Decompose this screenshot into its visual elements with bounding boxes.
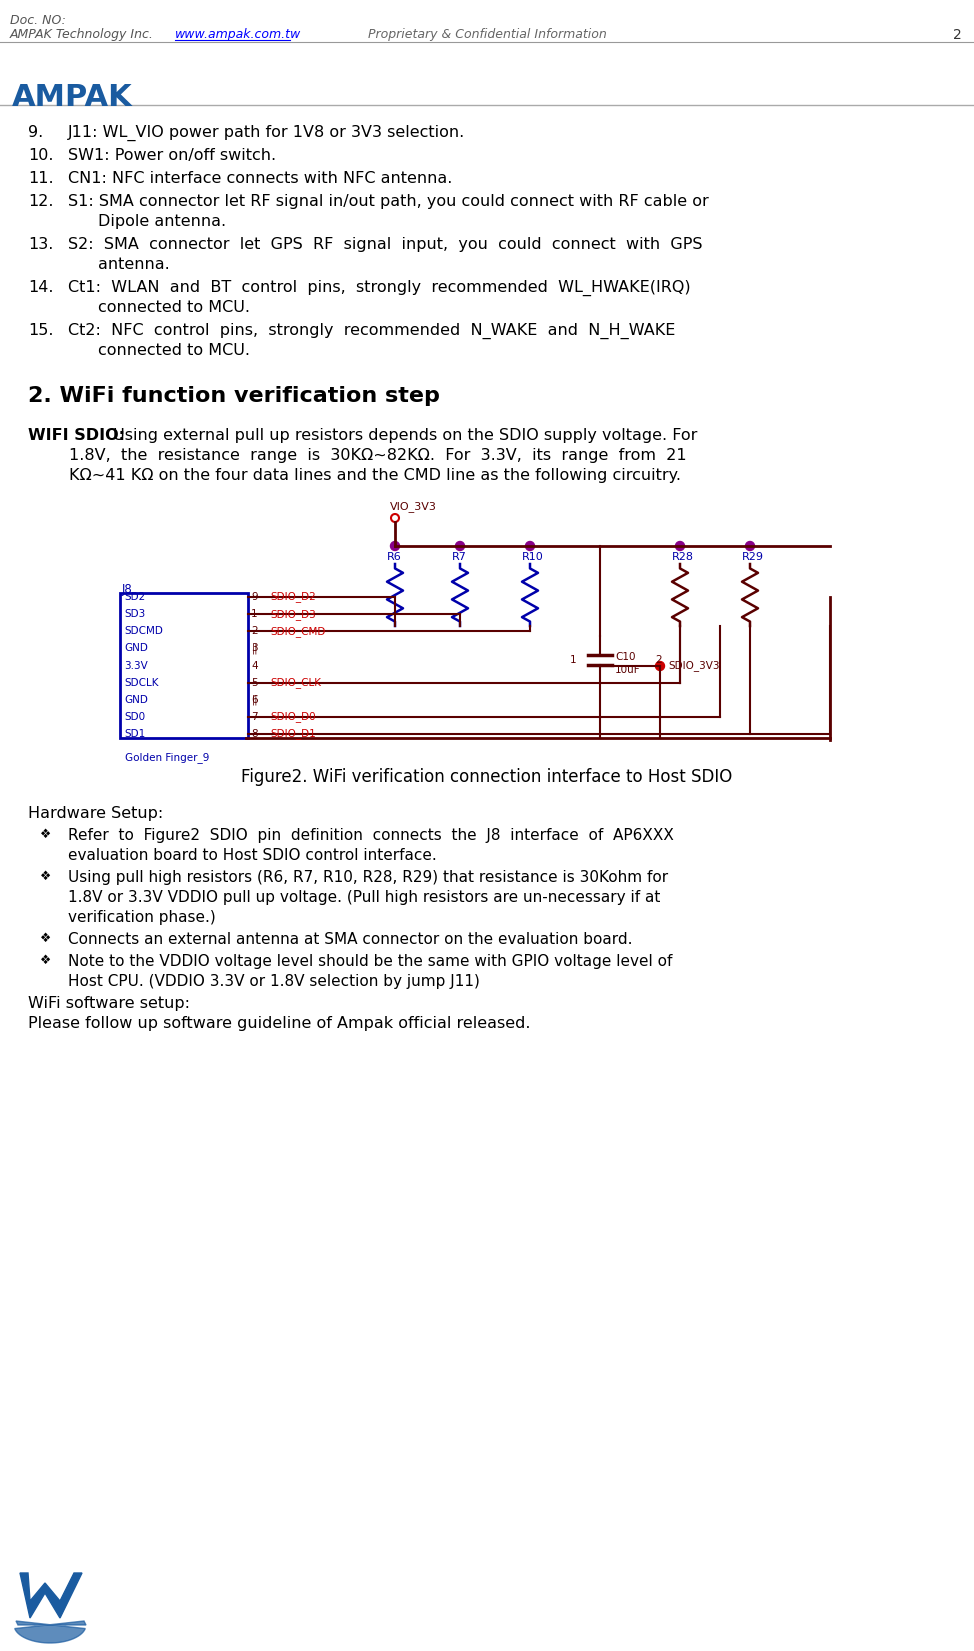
Text: VIO_3V3: VIO_3V3: [390, 500, 437, 512]
Bar: [120, 593, 248, 738]
Text: Ct1:  WLAN  and  BT  control  pins,  strongly  recommended  WL_HWAKE(IRQ): Ct1: WLAN and BT control pins, strongly …: [68, 281, 691, 296]
Text: R29: R29: [742, 551, 764, 561]
Text: J11: WL_VIO power path for 1V8 or 3V3 selection.: J11: WL_VIO power path for 1V8 or 3V3 se…: [68, 125, 466, 142]
Text: J8: J8: [122, 583, 132, 596]
Text: SD0: SD0: [124, 712, 145, 721]
Text: KΩ~41 KΩ on the four data lines and the CMD line as the following circuitry.: KΩ~41 KΩ on the four data lines and the …: [28, 467, 681, 484]
Text: Host CPU. (VDDIO 3.3V or 1.8V selection by jump J11): Host CPU. (VDDIO 3.3V or 1.8V selection …: [68, 974, 480, 989]
Text: SD2: SD2: [124, 593, 145, 603]
Text: ||: ||: [252, 644, 258, 654]
Text: Using external pull up resistors depends on the SDIO supply voltage. For: Using external pull up resistors depends…: [108, 428, 697, 442]
Text: R10: R10: [522, 551, 543, 561]
Text: Note to the VDDIO voltage level should be the same with GPIO voltage level of: Note to the VDDIO voltage level should b…: [68, 954, 672, 969]
Text: connected to MCU.: connected to MCU.: [98, 343, 250, 358]
Text: antenna.: antenna.: [98, 258, 169, 272]
Text: Please follow up software guideline of Ampak official released.: Please follow up software guideline of A…: [28, 1015, 531, 1030]
Text: S2:  SMA  connector  let  GPS  RF  signal  input,  you  could  connect  with  GP: S2: SMA connector let GPS RF signal inpu…: [68, 238, 702, 253]
Text: 7: 7: [251, 712, 258, 721]
Text: SDIO_D0: SDIO_D0: [270, 712, 316, 723]
Text: SDCLK: SDCLK: [124, 677, 159, 687]
Text: SDIO_CLK: SDIO_CLK: [270, 677, 321, 688]
Text: 9: 9: [251, 593, 258, 603]
Text: SD1: SD1: [124, 730, 145, 740]
Text: Proprietary & Confidential Information: Proprietary & Confidential Information: [367, 28, 607, 41]
Text: R6: R6: [387, 551, 401, 561]
Text: Doc. NO:: Doc. NO:: [10, 13, 66, 26]
Text: 3: 3: [251, 644, 258, 654]
Text: 9.: 9.: [28, 125, 43, 140]
Text: ❖: ❖: [40, 870, 52, 883]
Text: AMPAK Technology Inc.: AMPAK Technology Inc.: [10, 28, 154, 41]
Text: 2. WiFi function verification step: 2. WiFi function verification step: [28, 386, 440, 406]
Text: 2: 2: [954, 28, 962, 41]
Text: Using pull high resistors (R6, R7, R10, R28, R29) that resistance is 30Kohm for: Using pull high resistors (R6, R7, R10, …: [68, 870, 668, 885]
Text: ❖: ❖: [40, 954, 52, 967]
Text: ||: ||: [252, 695, 258, 705]
Text: 10.: 10.: [28, 149, 54, 163]
Text: 15.: 15.: [28, 324, 54, 338]
Text: WIFI SDIO:: WIFI SDIO:: [28, 428, 125, 442]
Text: SDIO_D3: SDIO_D3: [270, 609, 316, 619]
Text: Refer  to  Figure2  SDIO  pin  definition  connects  the  J8  interface  of  AP6: Refer to Figure2 SDIO pin definition con…: [68, 829, 674, 844]
Text: ❖: ❖: [40, 933, 52, 944]
Text: SDIO_3V3: SDIO_3V3: [668, 660, 720, 672]
Text: 6: 6: [251, 695, 258, 705]
Text: SDIO_D2: SDIO_D2: [270, 591, 316, 603]
Text: Ct2:  NFC  control  pins,  strongly  recommended  N_WAKE  and  N_H_WAKE: Ct2: NFC control pins, strongly recommen…: [68, 324, 675, 338]
Text: Figure2. WiFi verification connection interface to Host SDIO: Figure2. WiFi verification connection in…: [242, 768, 732, 786]
Text: 11.: 11.: [28, 172, 54, 187]
Text: 14.: 14.: [28, 281, 54, 296]
Text: R7: R7: [452, 551, 467, 561]
Text: SD3: SD3: [124, 609, 145, 619]
Text: 1.8V,  the  resistance  range  is  30KΩ~82KΩ.  For  3.3V,  its  range  from  21: 1.8V, the resistance range is 30KΩ~82KΩ.…: [28, 447, 687, 462]
Text: 5: 5: [251, 677, 258, 687]
Text: R28: R28: [672, 551, 694, 561]
Text: SDCMD: SDCMD: [124, 626, 163, 636]
Text: 12.: 12.: [28, 195, 54, 210]
Text: ❖: ❖: [40, 829, 52, 840]
Circle shape: [456, 542, 465, 550]
Text: 3.3V: 3.3V: [124, 660, 148, 670]
Text: GND: GND: [124, 695, 148, 705]
Text: AMPAK: AMPAK: [12, 83, 132, 112]
Circle shape: [745, 542, 755, 550]
Polygon shape: [20, 1573, 82, 1618]
Text: Dipole antenna.: Dipole antenna.: [98, 215, 226, 229]
Text: Golden Finger_9: Golden Finger_9: [125, 751, 209, 763]
Text: evaluation board to Host SDIO control interface.: evaluation board to Host SDIO control in…: [68, 849, 436, 863]
Polygon shape: [15, 1621, 86, 1643]
Text: 2: 2: [251, 626, 258, 636]
Circle shape: [526, 542, 535, 550]
Text: 13.: 13.: [28, 238, 54, 253]
Text: connected to MCU.: connected to MCU.: [98, 300, 250, 315]
Text: S1: SMA connector let RF signal in/out path, you could connect with RF cable or: S1: SMA connector let RF signal in/out p…: [68, 195, 709, 210]
Text: 10uF: 10uF: [615, 664, 641, 675]
Text: 2: 2: [655, 654, 661, 664]
Text: Connects an external antenna at SMA connector on the evaluation board.: Connects an external antenna at SMA conn…: [68, 933, 632, 948]
Text: 1: 1: [570, 654, 577, 664]
Text: WiFi software setup:: WiFi software setup:: [28, 996, 190, 1010]
Text: GND: GND: [124, 644, 148, 654]
Text: 1: 1: [251, 609, 258, 619]
Text: C10: C10: [615, 652, 635, 662]
Text: CN1: NFC interface connects with NFC antenna.: CN1: NFC interface connects with NFC ant…: [68, 172, 452, 187]
Text: Hardware Setup:: Hardware Setup:: [28, 806, 164, 821]
Text: SDIO_D1: SDIO_D1: [270, 728, 316, 740]
Text: SW1: Power on/off switch.: SW1: Power on/off switch.: [68, 149, 276, 163]
Circle shape: [656, 662, 664, 670]
Text: 4: 4: [251, 660, 258, 670]
Text: 8: 8: [251, 730, 258, 740]
Text: 1.8V or 3.3V VDDIO pull up voltage. (Pull high resistors are un-necessary if at: 1.8V or 3.3V VDDIO pull up voltage. (Pul…: [68, 890, 660, 905]
Text: SDIO_CMD: SDIO_CMD: [270, 626, 325, 637]
Text: www.ampak.com.tw: www.ampak.com.tw: [175, 28, 301, 41]
Circle shape: [676, 542, 685, 550]
Text: verification phase.): verification phase.): [68, 910, 216, 925]
Circle shape: [391, 542, 399, 550]
